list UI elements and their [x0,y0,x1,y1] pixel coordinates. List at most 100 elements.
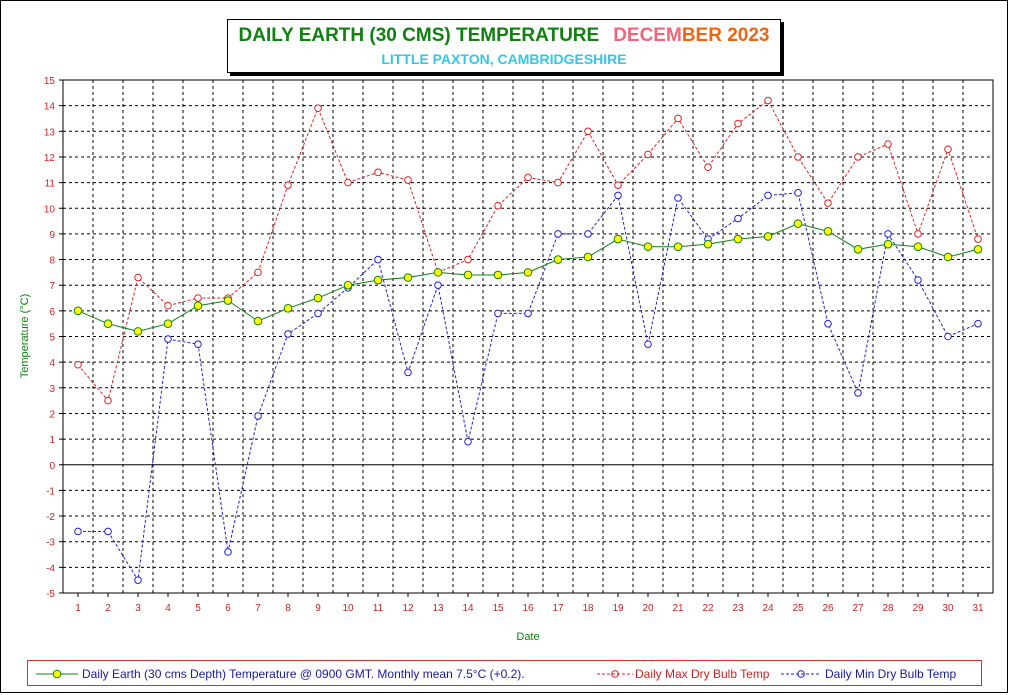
data-point-min [254,412,262,420]
y-tick-label: 6 [49,307,55,318]
data-point-max [824,199,832,207]
data-point-earth [673,242,683,252]
data-point-max [584,127,592,136]
grid-layer [62,79,994,594]
data-point-min [494,309,502,318]
data-point-earth [133,327,143,336]
data-point-min [434,281,442,290]
legend-label-min: Daily Min Dry Bulb Temp [825,667,957,681]
chart-title-month: DECEMBER 2023 [613,25,769,46]
data-point-min [164,335,172,343]
x-tick-label: 18 [582,603,594,614]
x-tick-label: 15 [492,603,504,614]
data-point-max [704,163,712,172]
title-month-part2: BER 2023 [681,25,770,46]
y-tick-label: 3 [49,384,55,395]
y-axis-label: Temperature (°C) [19,294,31,378]
data-point-earth [553,255,563,264]
x-tick-label: 10 [342,603,354,614]
x-tick-label: 11 [373,603,384,614]
x-tick-label: 9 [315,603,321,614]
data-point-max [794,153,802,161]
data-point-max [404,176,412,184]
y-tick-label: 11 [45,179,56,190]
data-point-earth [343,280,353,290]
data-point-max [854,153,862,161]
x-tick-label: 4 [165,603,171,614]
x-tick-label: 29 [912,603,924,614]
data-point-min [584,230,592,238]
data-point-max [944,145,952,154]
data-point-earth [73,306,83,316]
data-point-min [884,230,892,238]
x-tick-label: 27 [852,603,864,614]
x-tick-label: 5 [195,603,201,614]
x-tick-label: 22 [702,603,714,614]
y-tick-label: -1 [46,486,55,497]
y-tick-label: 5 [49,333,55,344]
data-point-earth [433,268,443,277]
data-point-max [104,396,112,405]
legend-label-max: Daily Max Dry Bulb Temp [635,667,770,681]
data-point-min [194,340,202,348]
data-point-max [524,173,532,182]
data-point-min [374,255,382,264]
x-tick-label: 1 [75,603,81,614]
y-tick-label: -4 [46,563,55,574]
data-point-max [194,294,202,302]
y-tick-label: 13 [44,127,56,138]
data-point-earth [853,244,863,254]
data-point-earth [973,244,983,254]
data-point-min [734,214,742,223]
y-tick-label: 0 [49,461,55,472]
data-point-min [644,340,652,348]
title-month-part1: DECEM [613,25,682,46]
data-point-min [524,309,532,318]
data-point-earth [313,293,323,303]
data-point-earth [493,270,503,280]
data-point-earth [943,252,953,262]
data-point-max [314,104,322,113]
data-point-earth [403,273,413,282]
data-point-min [674,194,682,202]
x-tick-label: 24 [762,603,774,614]
y-tick-label: 15 [44,76,56,87]
data-point-max [74,360,82,369]
data-point-earth [613,234,623,244]
data-point-max [374,168,382,177]
y-tick-label: -3 [46,538,55,549]
data-point-earth [823,227,833,236]
legend-swatch-max [597,670,633,678]
data-point-min [854,389,862,397]
data-point-earth [463,270,473,280]
data-point-min [764,191,772,200]
data-point-earth [523,268,533,277]
x-tick-label: 20 [642,603,654,614]
series-layer [73,96,983,584]
y-tick-label: 7 [49,281,55,292]
data-point-earth [253,316,263,326]
legend-label-earth: Daily Earth (30 cms Depth) Temperature @… [82,667,525,681]
data-point-earth [283,303,293,313]
data-point-earth [223,296,233,305]
data-point-max [254,268,262,277]
x-tick-label: 2 [105,603,111,614]
x-tick-label: 3 [135,603,141,614]
data-point-max [884,140,892,148]
data-point-max [914,230,922,238]
data-point-earth [703,239,713,249]
legend-swatch-earth [36,669,78,679]
data-point-earth [103,319,113,328]
x-tick-label: 30 [942,603,954,614]
data-point-min [404,368,412,377]
data-point-earth [583,252,593,262]
data-point-min [314,309,322,318]
x-tick-label: 14 [462,603,474,614]
chart-title: DAILY EARTH (30 CMS) TEMPERATURE [238,25,600,46]
data-point-max [344,178,352,187]
data-point-min [794,189,802,197]
x-axis-label: Date [516,631,539,643]
